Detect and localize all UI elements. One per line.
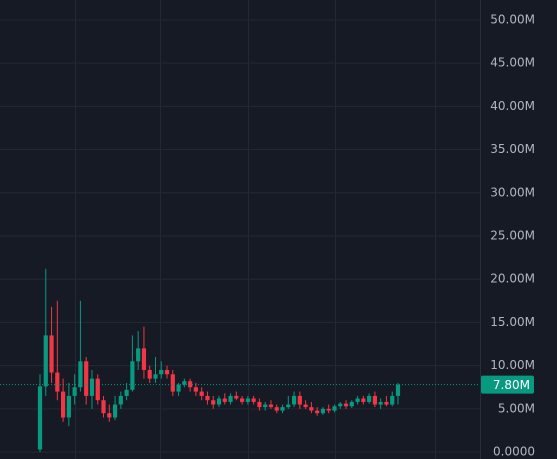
candle-body xyxy=(222,398,227,402)
candle-body xyxy=(95,378,100,401)
y-tick-label: 35.00M xyxy=(490,142,535,156)
candle-body xyxy=(343,403,349,407)
y-tick-label: 0.0000 xyxy=(493,445,535,459)
candle-body xyxy=(107,413,112,418)
candle-body xyxy=(349,401,354,407)
candle-body xyxy=(390,395,395,405)
last-price-box xyxy=(481,375,534,394)
y-tick-label: 50.00M xyxy=(490,12,535,26)
candle-body xyxy=(136,348,141,362)
y-tick-label: 40.00M xyxy=(490,99,535,113)
candle-body xyxy=(141,348,147,370)
candle-body xyxy=(367,395,372,402)
candle-body xyxy=(303,404,308,408)
candle-body xyxy=(268,404,274,408)
candle-body xyxy=(84,361,89,396)
candle-body xyxy=(49,335,54,373)
candle-body xyxy=(130,361,135,390)
candle-body xyxy=(193,387,199,392)
candle-body xyxy=(291,395,297,405)
y-tick-label: 20.00M xyxy=(490,272,535,286)
candle-body xyxy=(315,410,320,414)
candle-body xyxy=(37,386,43,450)
candle-body xyxy=(188,381,193,388)
last-price-label: 7.80M xyxy=(493,378,530,392)
candle-body xyxy=(147,369,152,379)
candle-body xyxy=(257,401,262,408)
candle-body xyxy=(55,372,60,392)
y-tick-label: 10.00M xyxy=(490,358,535,372)
candle-body xyxy=(124,389,129,396)
candle-body xyxy=(309,407,314,411)
time-grid xyxy=(75,0,436,459)
candle-body xyxy=(159,369,164,375)
candle-body xyxy=(205,395,210,401)
candle-body xyxy=(245,398,250,402)
candle-body xyxy=(60,391,66,418)
candle-body xyxy=(66,395,71,418)
y-tick-label: 25.00M xyxy=(490,228,535,242)
candle-body xyxy=(251,398,256,402)
candle-body xyxy=(164,369,170,375)
candle-body xyxy=(326,408,331,411)
candle-body xyxy=(211,400,216,405)
candle-body xyxy=(182,381,187,385)
candle-body xyxy=(216,398,222,405)
candle-body xyxy=(280,407,285,411)
candle-body xyxy=(263,404,268,408)
candle-body xyxy=(395,384,401,396)
y-tick-label: 5.00M xyxy=(498,401,535,415)
candle-body xyxy=(320,408,326,414)
candle-body xyxy=(338,403,343,407)
candle-body xyxy=(176,384,181,392)
y-tick-label: 15.00M xyxy=(490,315,535,329)
candle-body xyxy=(72,387,77,396)
candle-body xyxy=(153,374,158,379)
candle-body xyxy=(378,401,383,405)
candle-body xyxy=(286,404,291,408)
candle-body xyxy=(274,407,279,411)
candle-body xyxy=(372,395,378,405)
candle-body xyxy=(78,361,83,388)
candle-body xyxy=(355,398,360,402)
candle-body xyxy=(118,395,123,405)
candle-body xyxy=(199,391,204,396)
candle-body xyxy=(43,335,48,387)
candle-body xyxy=(239,398,245,402)
y-tick-label: 45.00M xyxy=(490,56,535,70)
candle-body xyxy=(170,374,175,392)
candle-body xyxy=(332,406,337,411)
candle-body xyxy=(89,378,95,396)
candle-body xyxy=(112,404,118,418)
candle-body xyxy=(234,395,239,399)
y-tick-label: 30.00M xyxy=(490,185,535,199)
candle-body xyxy=(384,401,389,405)
candle-body xyxy=(297,395,302,405)
candle-body xyxy=(361,398,366,402)
candle-body xyxy=(228,395,233,402)
candle-body xyxy=(101,400,106,414)
